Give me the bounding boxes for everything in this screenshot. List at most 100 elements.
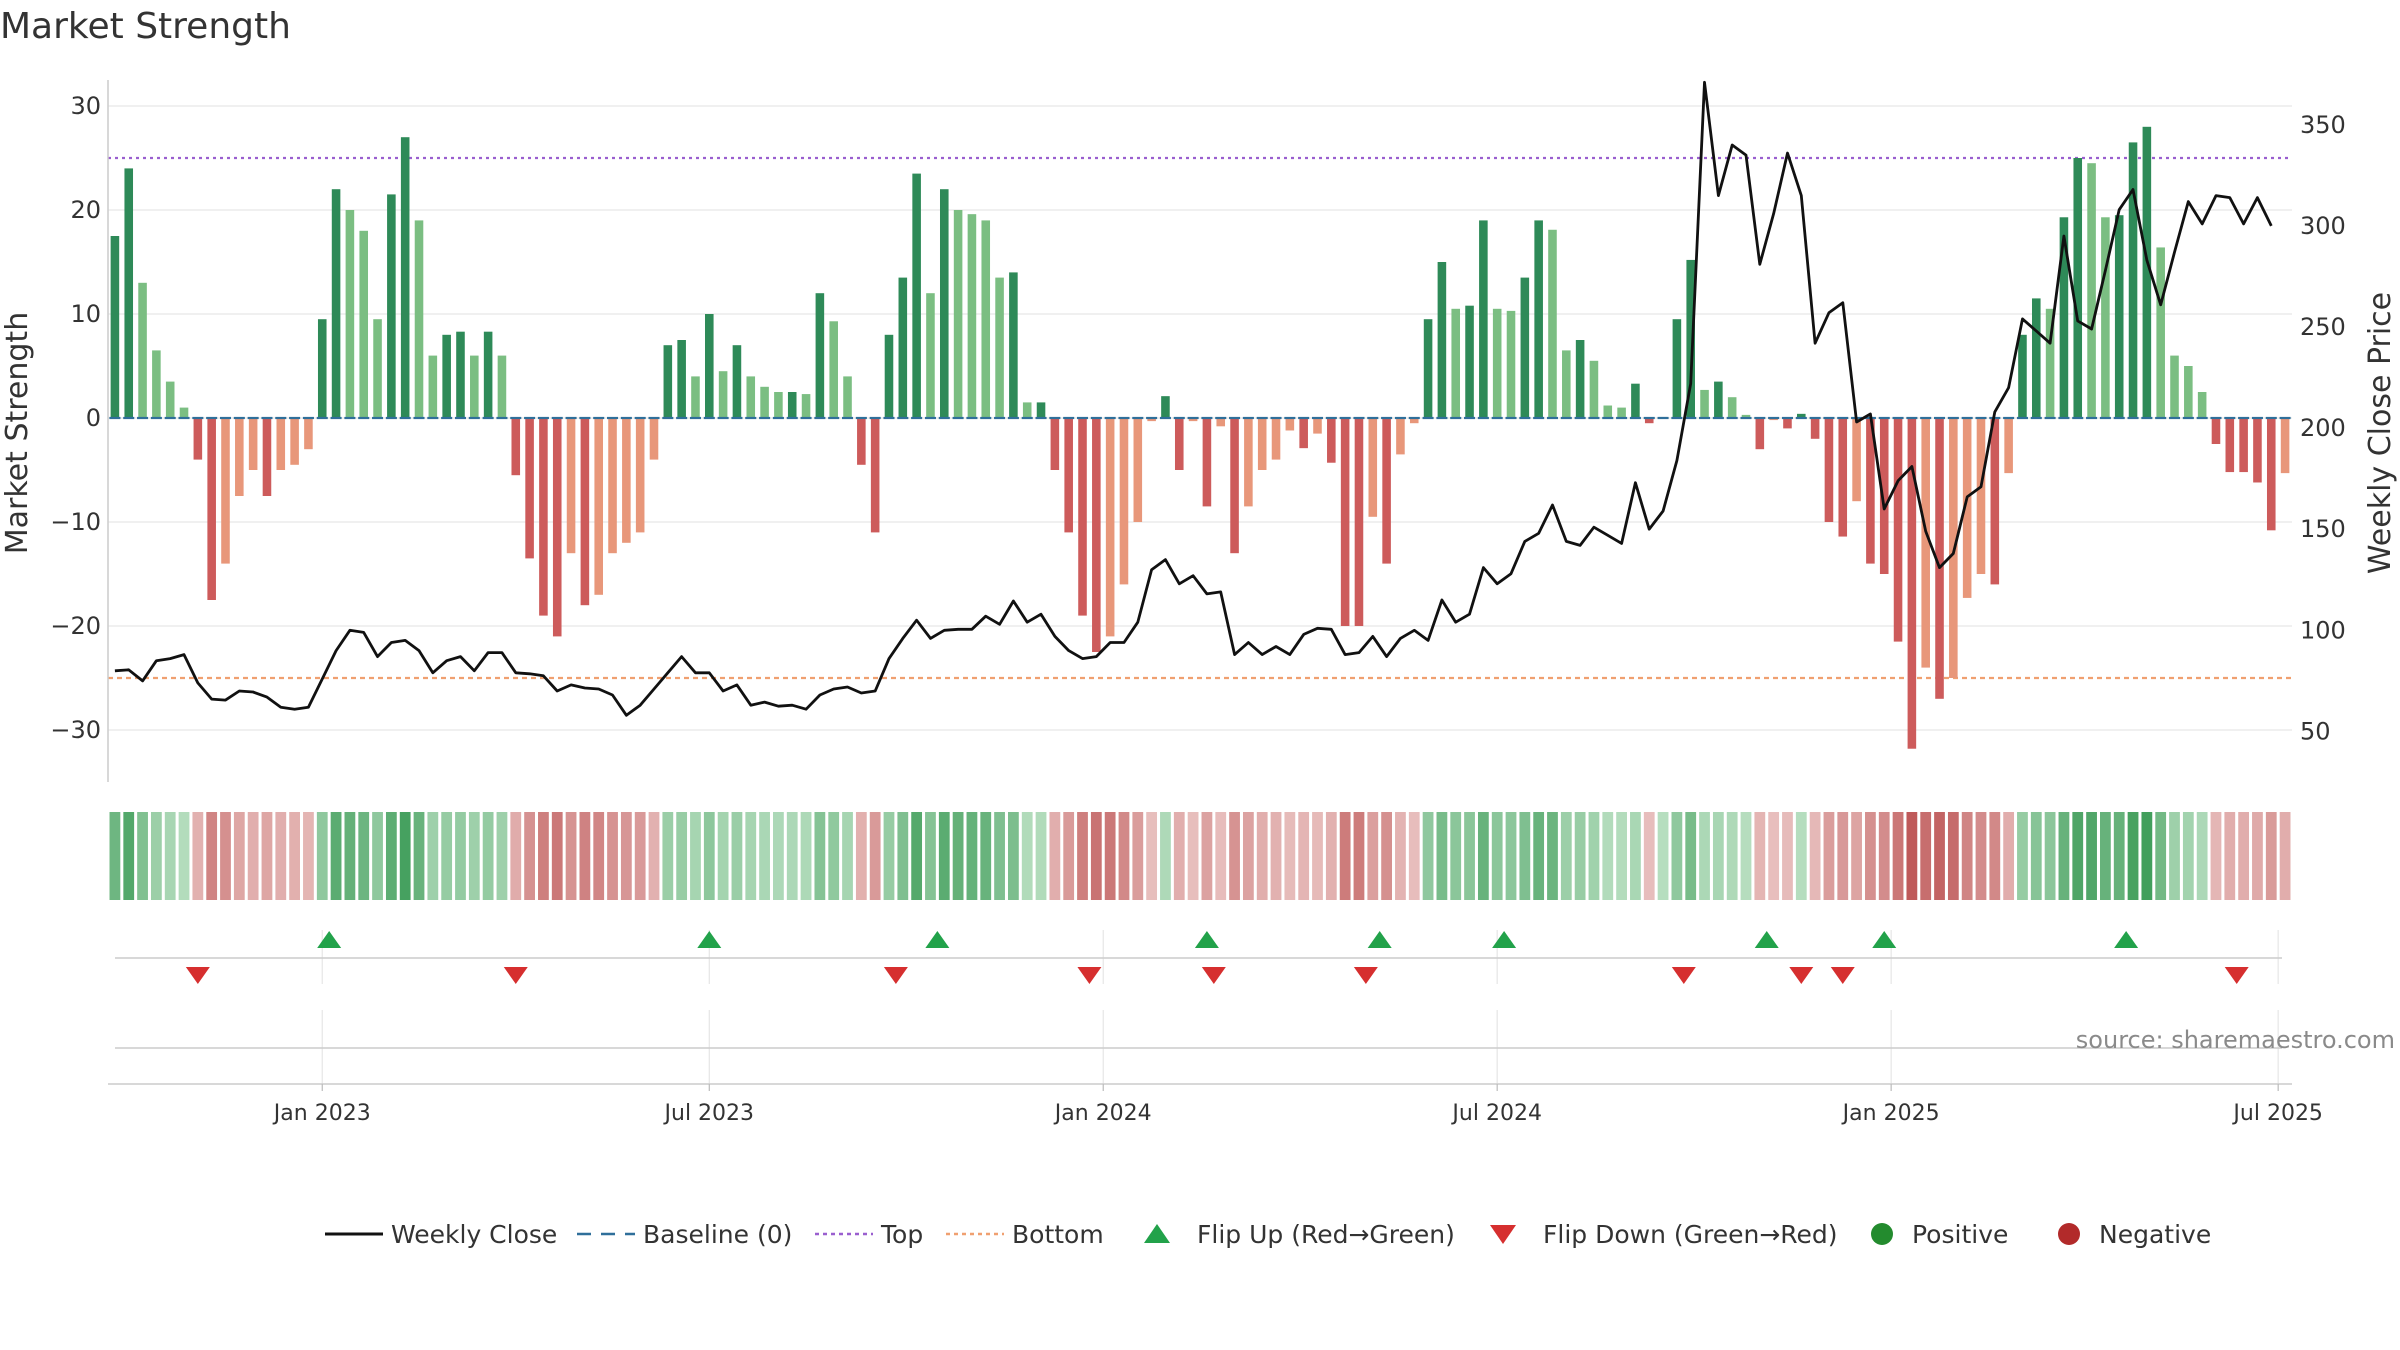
y-tick-label-right: 50 [2300, 717, 2331, 745]
strength-bar [1838, 418, 1848, 537]
strength-bar [373, 319, 382, 418]
strength-bar [1257, 418, 1267, 470]
strength-bar [1686, 259, 1695, 418]
heat-cell [1491, 812, 1503, 900]
x-tick-label: Jul 2023 [663, 1101, 755, 1126]
heat-cell [150, 812, 162, 900]
legend-swatch-circle [2058, 1223, 2080, 1245]
strength-bar [953, 210, 963, 418]
flip-up-marker [697, 931, 722, 948]
heat-cell [510, 812, 522, 900]
heat-cell [620, 812, 632, 900]
y-axis-right-label: Weekly Close Price [2363, 292, 2398, 574]
heat-cell [1090, 812, 1102, 900]
strength-bar [1465, 305, 1474, 418]
strength-bar [1783, 418, 1792, 429]
heat-cell [2017, 812, 2028, 900]
strength-bar [566, 418, 576, 554]
heat-cell [551, 812, 563, 900]
strength-bar [1727, 397, 1737, 418]
strength-bar [124, 168, 134, 418]
heat-cell [399, 812, 411, 900]
strength-bar [1700, 389, 1709, 418]
strength-bar [1230, 418, 1239, 554]
heat-cell [1505, 812, 1517, 900]
y-axis-left-label: Market Strength [0, 312, 35, 554]
strength-bar [1714, 381, 1723, 418]
flip-down-marker [2224, 967, 2249, 984]
heat-cell [1325, 812, 1337, 900]
y-tick-label-left: 0 [86, 404, 101, 432]
legend-item-baseline: Baseline (0) [577, 1220, 792, 1249]
heat-cell [1547, 812, 1558, 900]
heat-cell [1823, 812, 1835, 900]
heat-cell [275, 812, 287, 900]
heat-cell [1408, 812, 1420, 900]
y-tick-label-right: 200 [2300, 414, 2346, 442]
legend-label: Baseline (0) [643, 1220, 792, 1249]
strength-bar [552, 418, 562, 637]
heat-cell [1768, 812, 1780, 900]
strength-bar [1534, 220, 1543, 418]
heat-cell [565, 812, 577, 900]
strength-bar [456, 331, 465, 418]
heat-cell [289, 812, 300, 900]
heat-cell [1173, 812, 1185, 900]
strength-bar [635, 418, 645, 533]
heat-cell [1077, 812, 1088, 900]
strength-bar [1644, 418, 1654, 424]
strength-bar [1810, 418, 1820, 439]
strength-bar [248, 418, 258, 470]
flip-down-marker [503, 967, 528, 984]
heat-cell [897, 812, 909, 900]
heat-cell [759, 812, 770, 900]
heat-cell [911, 812, 923, 900]
heat-cell [1533, 812, 1545, 900]
heat-cell [1865, 812, 1876, 900]
x-tick-label: Jan 2024 [1053, 1101, 1152, 1126]
heat-cell [2155, 812, 2167, 900]
heat-cell [192, 812, 204, 900]
flip-down-marker [1201, 967, 1226, 984]
heat-cell [1851, 812, 1862, 900]
heat-cell [2252, 812, 2263, 900]
heat-cell [2044, 812, 2056, 900]
strength-bar [1078, 418, 1087, 616]
strength-bar [746, 376, 756, 418]
strength-bar [179, 407, 189, 418]
heat-cell [1118, 812, 1130, 900]
strength-bar [442, 334, 451, 418]
strength-bar [165, 381, 175, 418]
flip-up-marker [317, 931, 342, 948]
strength-bar [1437, 262, 1447, 418]
strength-bar [2142, 126, 2152, 419]
heat-cell [1989, 812, 2001, 900]
heat-cell [2279, 812, 2291, 900]
heat-cell [2127, 812, 2139, 900]
strength-bar [1244, 418, 1253, 507]
heat-cell [233, 812, 245, 900]
heat-cell [717, 812, 729, 900]
strength-bar [1755, 418, 1765, 450]
heat-cell [372, 812, 383, 900]
strength-bar [387, 194, 396, 418]
heat-cell [579, 812, 591, 900]
strength-bar [649, 418, 659, 460]
heat-cell [303, 812, 314, 900]
strength-bar [1313, 418, 1322, 434]
heat-cell [1671, 812, 1683, 900]
strength-bar [912, 173, 921, 418]
heat-cell [330, 812, 342, 900]
source-credit: source: sharemaestro.com [2076, 1026, 2395, 1054]
heat-cell [607, 812, 618, 900]
strength-bar [1797, 413, 1806, 418]
strength-bar [1520, 277, 1530, 418]
strength-bar [1893, 418, 1903, 642]
heat-cell [524, 812, 535, 900]
strength-bar [1202, 418, 1212, 507]
heat-cell [1381, 812, 1392, 900]
strength-bar [138, 282, 147, 418]
strength-bar [2156, 247, 2165, 418]
heat-cell [2100, 812, 2111, 900]
heat-cell [966, 812, 978, 900]
